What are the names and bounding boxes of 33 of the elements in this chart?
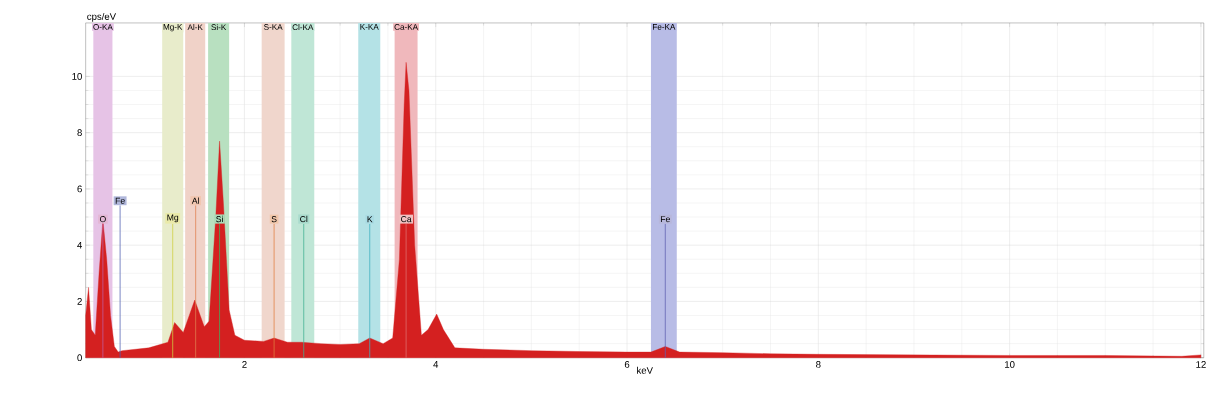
band-label: Al-K [187,24,203,30]
x-tick-label: 8 [816,361,821,368]
y-tick-label: 4 [77,241,83,249]
y-tick-label: 8 [77,129,82,137]
y-tick-label: 6 [77,185,82,193]
ref-line-label: O [99,216,106,223]
x-tick-label: 10 [1005,361,1015,368]
y-tick-label: 2 [77,298,82,305]
ref-line-label: Fe [115,197,125,204]
band-label: Fe-KA [653,24,676,30]
band-label: Si-K [211,24,227,31]
band-label: S-KA [264,24,283,30]
ref-line-label: Fe [660,216,670,223]
band-label: O-KA [93,24,113,30]
ref-line-label: Si [216,215,223,223]
y-tick-label: 0 [77,354,82,362]
ref-line-label: K [367,216,373,223]
ref-line-label: Cl [300,215,308,223]
y-axis-title: cps/eV [87,12,117,22]
x-tick-label: 2 [242,361,247,368]
ref-line-label: S [271,216,277,223]
band-label: K-KA [360,24,379,30]
band-label: Mg-K [163,24,183,32]
x-tick-label: 4 [433,361,439,368]
x-axis-title: keV [637,366,653,374]
ref-line-label: Al [191,197,199,204]
band-label: Cl-KA [292,24,314,31]
band-label: Ca-KA [394,24,419,30]
ref-line-label: Ca [401,216,412,223]
y-tick-label: 10 [72,72,82,80]
ref-line-label: Mg [167,214,179,223]
x-tick-label: 12 [1196,361,1206,368]
x-tick-label: 6 [624,361,630,368]
